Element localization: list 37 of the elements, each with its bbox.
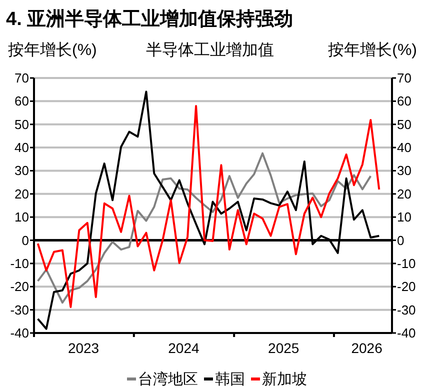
y-axis-title: 按年增长(%) — [8, 41, 97, 59]
x-tick-label: 2025 — [268, 340, 300, 356]
y2-axis-title: 按年增长(%) — [328, 41, 417, 59]
y2-tick-label: 20 — [397, 186, 412, 202]
legend-label: 韩国 — [215, 371, 245, 388]
y2-tick-label: -30 — [397, 302, 416, 318]
line-series — [36, 152, 372, 304]
y-tick-label: 30 — [14, 163, 29, 178]
y2-tick-label: 30 — [397, 163, 412, 178]
y2-tick-label: -20 — [397, 279, 416, 294]
y-tick-label: 60 — [14, 94, 29, 109]
legend-label: 新加坡 — [262, 371, 307, 388]
y2-tick-label: 70 — [397, 70, 412, 86]
x-tick-label: 2024 — [168, 340, 200, 356]
y-tick-label: 50 — [14, 116, 29, 132]
y2-tick-label: 40 — [397, 140, 412, 156]
y-tick-label: -20 — [10, 279, 29, 294]
y2-tick-label: 10 — [397, 210, 412, 225]
y2-tick-label: 60 — [397, 94, 412, 109]
y-tick-label: 0 — [22, 232, 29, 248]
legend-label: 台湾地区 — [138, 371, 198, 388]
y-tick-label: -30 — [10, 302, 29, 318]
y-tick-label: 40 — [14, 140, 29, 156]
y-tick-label: -40 — [10, 326, 29, 340]
y-tick-label: 10 — [14, 210, 29, 225]
y2-tick-label: -10 — [397, 256, 416, 271]
chart-subtitle: 半导体工业增加值 — [146, 41, 274, 59]
x-tick-label: 2023 — [68, 340, 100, 356]
y2-tick-label: 0 — [397, 232, 404, 248]
y-tick-label: 70 — [14, 70, 29, 86]
y2-tick-label: 50 — [397, 116, 412, 132]
y-tick-label: 20 — [14, 186, 29, 202]
line-series — [36, 105, 380, 308]
y2-tick-label: -40 — [397, 326, 416, 340]
chart-title: 4. 亚洲半导体工业增加值保持强劲 — [6, 8, 294, 30]
x-tick-label: 2026 — [351, 340, 383, 356]
y-tick-label: -10 — [10, 256, 29, 271]
